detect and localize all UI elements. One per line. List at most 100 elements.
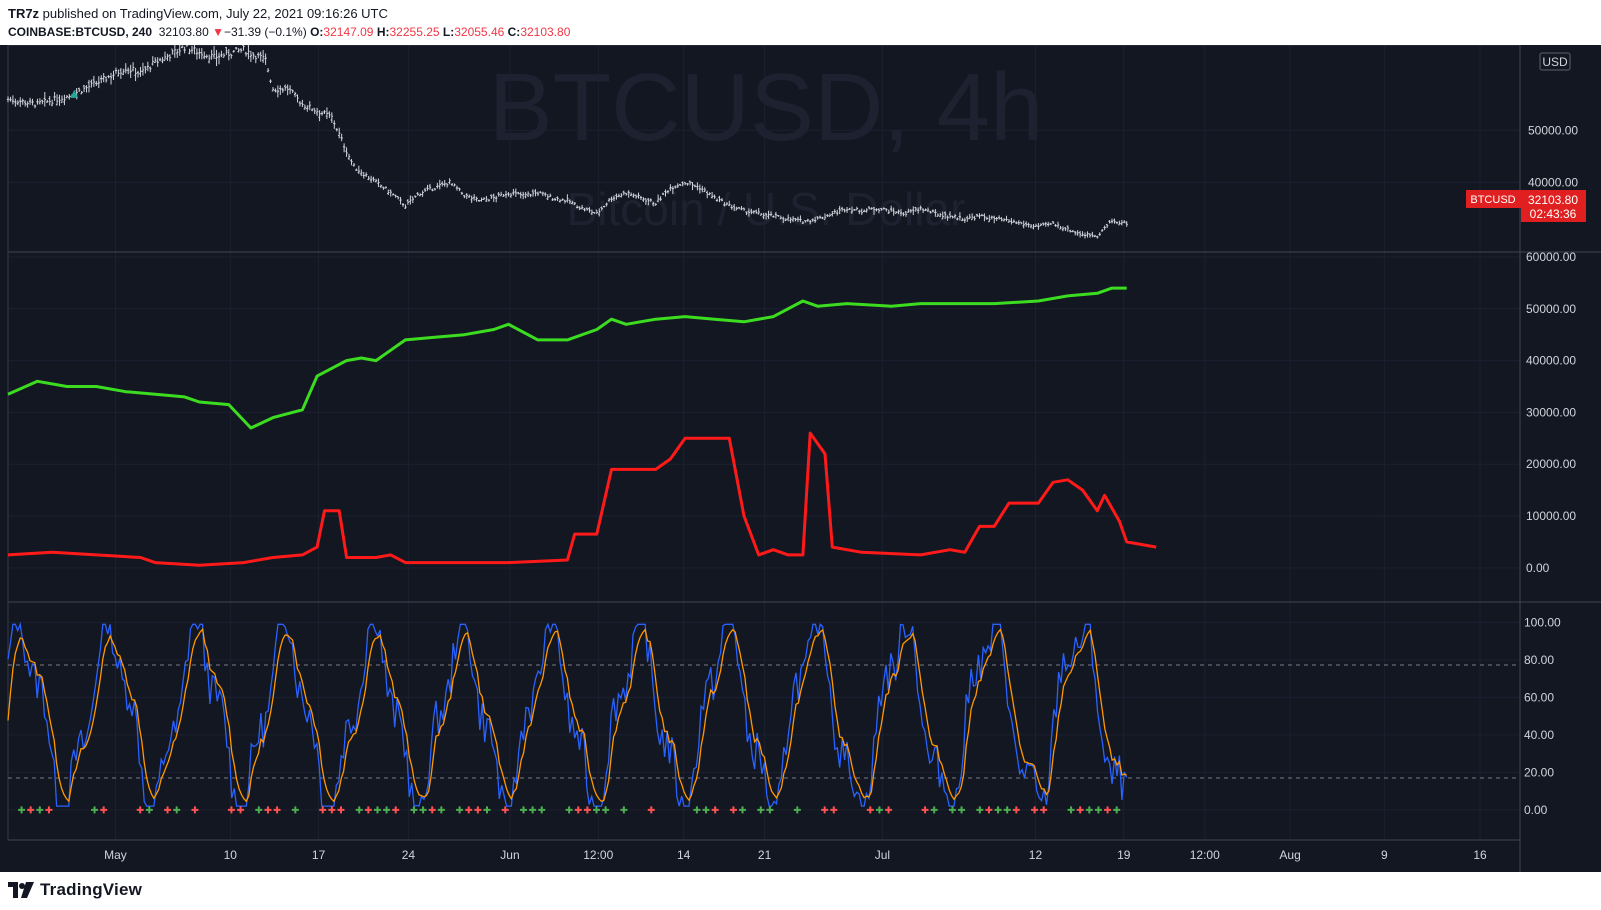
- time-label: 10: [224, 848, 238, 862]
- signal-cross-icon: [519, 806, 527, 814]
- signal-cross-icon: [383, 806, 391, 814]
- currency-label-box[interactable]: USD: [1539, 52, 1571, 71]
- tradingview-logo-text: TradingView: [40, 880, 143, 899]
- time-label: 17: [312, 848, 326, 862]
- signal-cross-icon: [711, 806, 719, 814]
- indicator-axis-ticks: 60000.00 50000.00 40000.00 30000.00 20000.00…: [1526, 250, 1576, 575]
- signal-cross-icon: [255, 806, 263, 814]
- price-tick: 50000.00: [1528, 123, 1578, 137]
- signal-cross-icon: [866, 806, 874, 814]
- signal-cross-icon: [620, 806, 628, 814]
- signal-cross-icon: [647, 806, 655, 814]
- signal-cross-icon: [693, 806, 701, 814]
- signal-cross-icon: [821, 806, 829, 814]
- stoch-k-line: [7, 621, 1128, 807]
- signal-cross-icon: [419, 806, 427, 814]
- price-bars: [6, 45, 1128, 239]
- signal-cross-icon: [428, 806, 436, 814]
- signal-cross-icon: [100, 806, 108, 814]
- signal-cross-icon: [1094, 806, 1102, 814]
- signal-cross-icon: [501, 806, 509, 814]
- signal-cross-icon: [91, 806, 99, 814]
- author-name[interactable]: TR7z: [8, 6, 40, 21]
- time-label: 21: [758, 848, 772, 862]
- tradingview-logo-icon: [8, 882, 34, 898]
- signal-cross-icon: [739, 806, 747, 814]
- signal-cross-icon: [875, 806, 883, 814]
- signal-cross-icon: [948, 806, 956, 814]
- publish-line: TR7z published on TradingView.com, July …: [8, 6, 388, 21]
- close-label: C:: [507, 25, 521, 39]
- signal-cross-icon: [373, 806, 381, 814]
- signal-cross-icon: [465, 806, 473, 814]
- signal-cross-icon: [319, 806, 327, 814]
- time-label: Aug: [1279, 848, 1300, 862]
- signal-cross-icon: [985, 806, 993, 814]
- chart-canvas[interactable]: BTCUSD, 4h Bitcoin / U.S. Dollar USD 500…: [0, 45, 1601, 872]
- signal-cross-icon: [930, 806, 938, 814]
- time-axis-labels[interactable]: May 10 17 24 Jun 12:00 14 21 Jul 12 19 12:00 Aug 9 16: [104, 848, 1487, 862]
- signal-cross-icon: [27, 806, 35, 814]
- signal-cross-icon: [885, 806, 893, 814]
- signal-cross-icon: [237, 806, 245, 814]
- price-tag-value: 32103.80: [1528, 193, 1578, 207]
- signal-cross-icon: [1085, 806, 1093, 814]
- time-label: 14: [677, 848, 691, 862]
- price-tag-symbol: BTCUSD: [1470, 194, 1515, 206]
- signal-cross-icon: [1012, 806, 1020, 814]
- signal-cross-icon: [958, 806, 966, 814]
- signal-cross-icon: [729, 806, 737, 814]
- signal-cross-icon: [921, 806, 929, 814]
- time-label: 12:00: [1190, 848, 1220, 862]
- signal-cross-icon: [976, 806, 984, 814]
- indicator-tick: 60000.00: [1526, 250, 1576, 264]
- signal-cross-icon: [593, 806, 601, 814]
- signal-cross-icon: [364, 806, 372, 814]
- signal-cross-icon: [456, 806, 464, 814]
- close-value: 32103.80: [520, 25, 571, 39]
- low-value: 32055.46: [454, 25, 505, 39]
- price-axis-ticks: 50000.00 40000.00: [1528, 123, 1578, 189]
- signal-cross-icon: [164, 806, 172, 814]
- watermark-title: BTCUSD, 4h: [489, 54, 1044, 161]
- signal-cross-icon: [410, 806, 418, 814]
- signal-cross-icon: [474, 806, 482, 814]
- signal-cross-icon: [136, 806, 144, 814]
- signal-cross-icon: [145, 806, 153, 814]
- signal-cross-icon: [36, 806, 44, 814]
- signal-cross-icon: [328, 806, 336, 814]
- signal-cross-icon: [994, 806, 1002, 814]
- indicator-tick: 20000.00: [1526, 457, 1576, 471]
- signal-cross-icon: [1040, 806, 1048, 814]
- signal-cross-icon: [355, 806, 363, 814]
- stoch-tick: 20.00: [1524, 765, 1554, 779]
- stoch-tick: 100.00: [1524, 615, 1561, 629]
- signal-cross-icon: [191, 806, 199, 814]
- signal-cross-icon: [538, 806, 546, 814]
- time-label: Jun: [500, 848, 519, 862]
- signal-cross-icon: [583, 806, 591, 814]
- price-tag: BTCUSD 32103.80 02:43:36: [1466, 190, 1586, 222]
- tradingview-logo[interactable]: TradingView: [8, 880, 142, 900]
- green-indicator-line: [7, 286, 1127, 430]
- signal-cross-icon: [1003, 806, 1011, 814]
- signal-cross-icon: [766, 806, 774, 814]
- time-label: Jul: [875, 848, 890, 862]
- chart-footer: TradingView: [0, 872, 1601, 910]
- signal-cross-icon: [337, 806, 345, 814]
- signal-crosses: [18, 806, 1121, 814]
- stoch-tick: 0.00: [1524, 803, 1548, 817]
- chart-background: [0, 45, 1601, 872]
- time-label: May: [104, 848, 127, 862]
- price-tick: 40000.00: [1528, 175, 1578, 189]
- time-label: 12: [1029, 848, 1043, 862]
- price-change: −31.39 (−0.1%): [224, 25, 307, 39]
- indicator-tick: 10000.00: [1526, 509, 1576, 523]
- signal-cross-icon: [1031, 806, 1039, 814]
- signal-cross-icon: [291, 806, 299, 814]
- stoch-axis-ticks: 100.00 80.00 60.00 40.00 20.00 0.00: [1524, 615, 1561, 817]
- stoch-d-line: [7, 627, 1127, 803]
- indicator-tick: 50000.00: [1526, 302, 1576, 316]
- signal-cross-icon: [437, 806, 445, 814]
- signal-cross-icon: [830, 806, 838, 814]
